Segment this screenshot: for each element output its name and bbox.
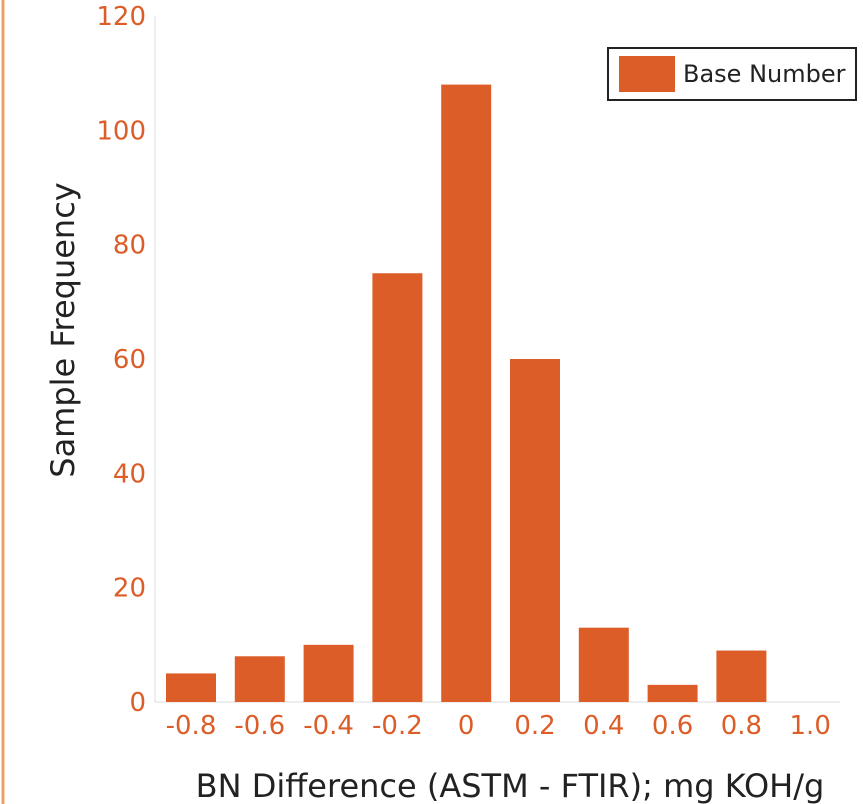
legend-swatch bbox=[619, 56, 675, 92]
x-tick-label: 0.2 bbox=[514, 711, 555, 741]
y-tick-label: 60 bbox=[113, 345, 146, 375]
y-tick-labels: 0 20 40 60 80 100 120 bbox=[96, 2, 146, 718]
x-tick-label: 1.0 bbox=[790, 711, 831, 741]
y-tick-label: 80 bbox=[113, 231, 146, 261]
bar bbox=[166, 673, 216, 702]
x-tick-label: 0.6 bbox=[652, 711, 693, 741]
y-tick-label: 20 bbox=[113, 574, 146, 604]
y-tick-label: 40 bbox=[113, 459, 146, 489]
bar bbox=[716, 650, 767, 702]
x-axis-title: BN Difference (ASTM - FTIR); mg KOH/g bbox=[196, 767, 825, 804]
legend: Base Number bbox=[607, 47, 857, 101]
y-axis-title: Sample Frequency bbox=[44, 182, 82, 477]
bar bbox=[441, 84, 492, 703]
bar bbox=[234, 656, 285, 702]
y-tick-label: 0 bbox=[129, 688, 146, 718]
x-tick-label: -0.8 bbox=[166, 711, 217, 741]
x-tick-label: 0.8 bbox=[721, 711, 762, 741]
bar bbox=[372, 273, 423, 702]
x-tick-labels: -0.8 -0.6 -0.4 -0.2 0 0.2 0.4 0.6 0.8 1.0 bbox=[166, 711, 831, 741]
x-tick-label: -0.6 bbox=[234, 711, 285, 741]
bar bbox=[647, 684, 698, 702]
bar bbox=[578, 627, 629, 702]
x-tick-label: 0.4 bbox=[583, 711, 624, 741]
legend-label: Base Number bbox=[683, 60, 846, 88]
x-tick-label: 0 bbox=[458, 711, 475, 741]
bar bbox=[510, 359, 560, 702]
x-tick-label: -0.2 bbox=[372, 711, 423, 741]
y-tick-label: 100 bbox=[96, 116, 146, 146]
x-tick-label: -0.4 bbox=[303, 711, 354, 741]
bar bbox=[303, 644, 354, 702]
bars bbox=[166, 84, 767, 703]
y-tick-label: 120 bbox=[96, 2, 146, 32]
